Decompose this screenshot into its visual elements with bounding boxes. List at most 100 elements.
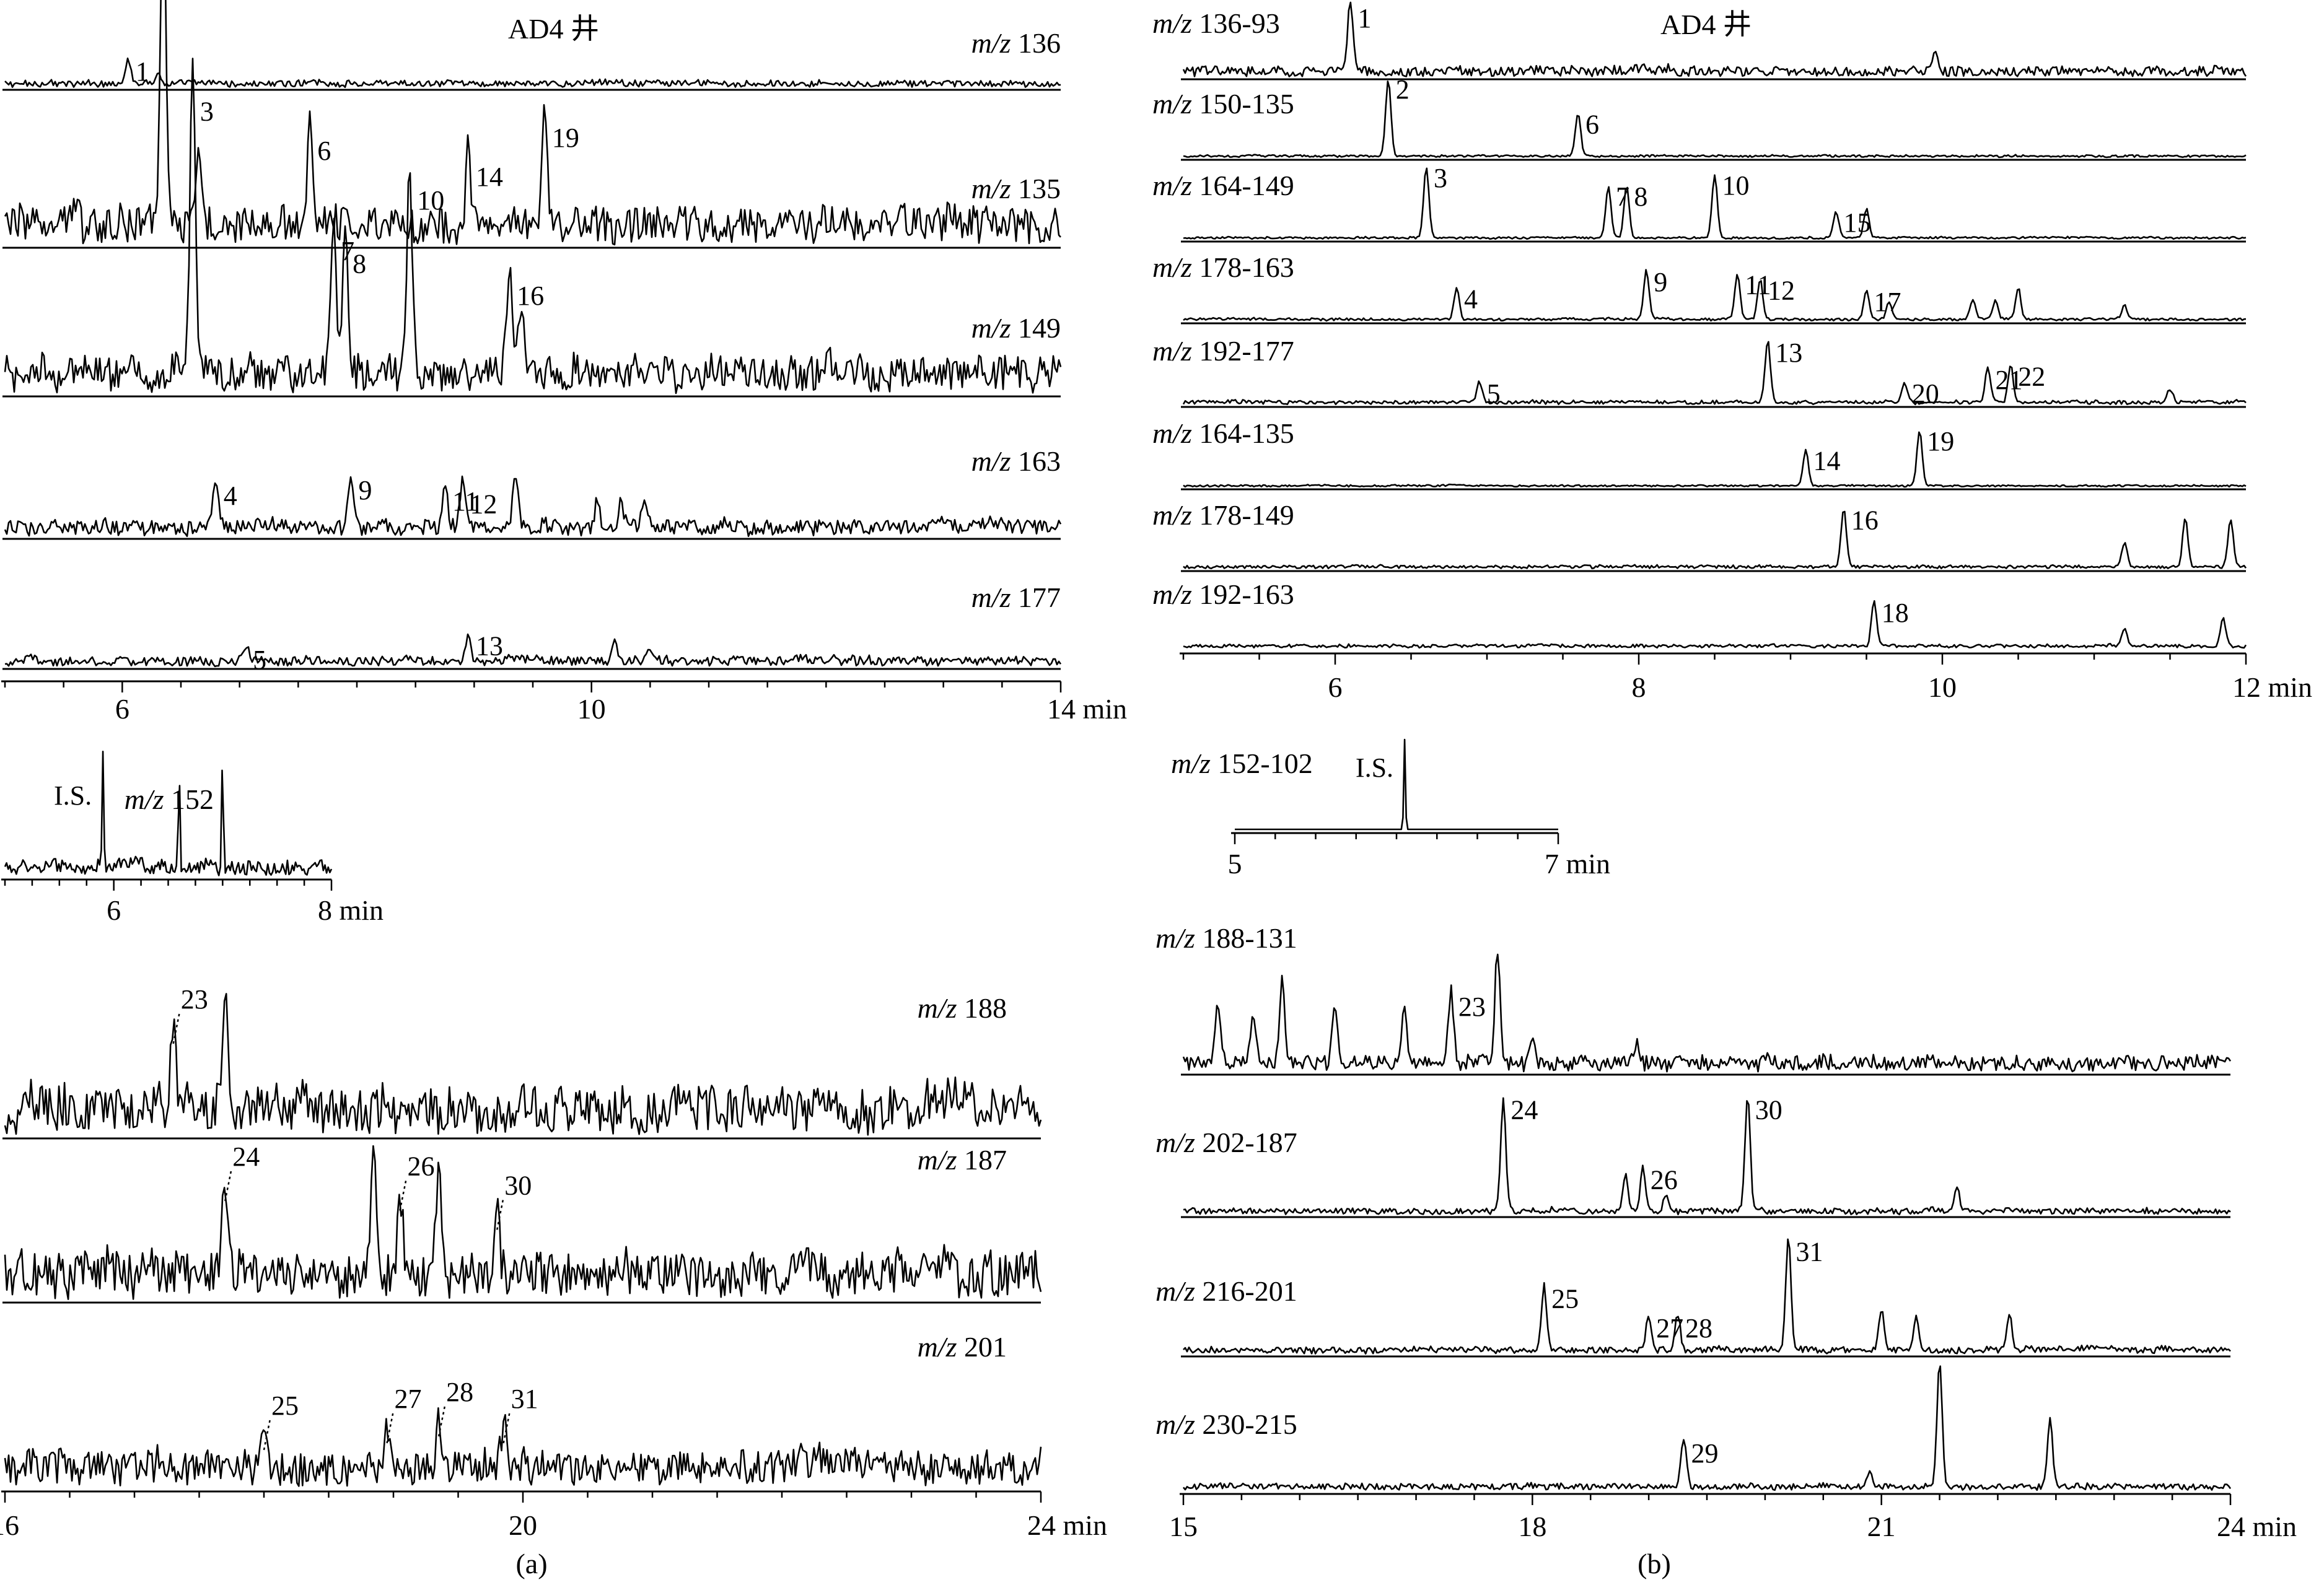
peak-label-26: 26 — [1651, 1164, 1678, 1195]
peak-label-10: 10 — [417, 185, 444, 216]
series-m-z-187: m/z 187 24 26 30 — [2, 1142, 1042, 1304]
panel-bottom-right: m/z 188-131 23 m/z 202-187 24 26 30 m/z 216-20… — [1155, 922, 2297, 1579]
x-axis: 6 8 10 12 min — [1180, 652, 2312, 703]
x-tick-label: 24 min — [2217, 1511, 2297, 1542]
series-label: m/z 136 — [971, 27, 1061, 59]
x-tick-label: 15 — [1169, 1511, 1198, 1542]
series-trace — [1182, 341, 2247, 406]
series-m-z-202-187: m/z 202-187 24 26 30 — [1155, 1095, 2231, 1218]
panel-middle-right: m/z 152-102 I.S. 5 7 min — [1171, 738, 1610, 880]
x-tick-label: 10 — [1928, 671, 1957, 703]
peak-label-24: 24 — [232, 1142, 260, 1172]
series-m-z-201: m/z 201 25 27 28 31 — [4, 1331, 1042, 1487]
panel-caption: (b) — [1638, 1548, 1671, 1579]
series-label: m/z 178-163 — [1152, 251, 1294, 283]
peak-label-30: 30 — [1755, 1095, 1782, 1125]
panel-title: AD4 井 — [1660, 9, 1752, 40]
x-tick-label: 12 min — [2232, 671, 2312, 703]
series-m-z-230-215: m/z 230-215 29 — [1155, 1365, 2232, 1491]
x-axis: 15 18 21 24 min — [1169, 1493, 2297, 1542]
panel-caption: (a) — [515, 1548, 547, 1579]
x-tick-label: 6 — [1328, 671, 1343, 703]
series-m-z-192-163: m/z 192-163 18 — [1152, 579, 2247, 649]
peak-label-12: 12 — [1768, 276, 1795, 306]
series-trace — [1183, 431, 2247, 488]
series-trace — [1183, 1097, 2231, 1216]
series-trace — [4, 633, 1062, 668]
peak-label-11: 11 — [452, 486, 478, 517]
peak-label-7: 7 — [1616, 181, 1629, 212]
series-trace — [1183, 600, 2247, 649]
series-trace — [1183, 1238, 2231, 1355]
peak-label-i-s: I.S. — [1356, 753, 1393, 783]
series-m-z-216-201: m/z 216-201 25 27 28 31 — [1155, 1237, 2231, 1358]
series-label: m/z 135 — [971, 173, 1061, 204]
peak-label-11: 11 — [1745, 269, 1771, 300]
peak-label-14: 14 — [476, 162, 503, 192]
series-trace — [1182, 1365, 2232, 1491]
peak-label-25: 25 — [271, 1391, 299, 1421]
peak-label-9: 9 — [359, 475, 372, 505]
peak-label-2: 2 — [1396, 74, 1410, 105]
series-label: m/z 177 — [971, 582, 1061, 613]
series-label: m/z 188 — [918, 992, 1007, 1024]
peak-label-23: 23 — [1458, 992, 1486, 1022]
peak-label-31: 31 — [1796, 1237, 1823, 1267]
series-trace — [1183, 81, 2247, 159]
peak-label-13: 13 — [476, 631, 503, 661]
peak-label-3: 3 — [1434, 163, 1447, 193]
x-axis: 6 10 14 min — [1, 680, 1127, 725]
series-label: m/z 202-187 — [1155, 1127, 1297, 1158]
series-label: m/z 187 — [918, 1144, 1007, 1176]
series-m-z-152: m/z 152 I.S. — [4, 751, 333, 876]
series-label: m/z 152-102 — [1171, 748, 1313, 779]
panel-title: AD4 井 — [508, 13, 599, 45]
series-label: m/z 136-93 — [1152, 7, 1280, 39]
series-m-z-178-149: m/z 178-149 16 — [1152, 499, 2247, 572]
peak-label-20: 20 — [1912, 378, 1939, 409]
x-axis: 6 8 min — [1, 878, 384, 926]
peak-label-22: 22 — [2018, 362, 2045, 392]
peak-label-31: 31 — [511, 1384, 538, 1414]
series-label: m/z 192-163 — [1152, 579, 1294, 610]
x-tick-label: 6 — [107, 894, 121, 926]
peak-label-9: 9 — [1654, 267, 1667, 297]
x-tick-label: 10 — [577, 693, 606, 725]
peak-label-1: 1 — [1358, 3, 1372, 33]
peak-label-25: 25 — [1551, 1284, 1579, 1314]
series-m-z-136-93: m/z 136-93 1 — [1152, 1, 2247, 81]
x-axis: 16 20 24 min — [0, 1490, 1107, 1541]
series-label: m/z 150-135 — [1152, 88, 1294, 120]
peak-label-16: 16 — [1851, 505, 1879, 536]
series-trace — [4, 0, 1061, 246]
peak-label-18: 18 — [1882, 598, 1909, 628]
peak-label-17: 17 — [1874, 287, 1901, 317]
series-label: m/z 152 — [125, 784, 214, 815]
series-label: m/z 230-215 — [1155, 1408, 1297, 1440]
peak-label-6: 6 — [1585, 109, 1599, 139]
peak-label-30: 30 — [504, 1171, 532, 1201]
peak-label-21: 21 — [1996, 365, 2023, 395]
peak-label-19: 19 — [1927, 426, 1954, 456]
x-tick-label: 8 min — [318, 894, 384, 926]
peak-label-5: 5 — [1487, 378, 1501, 409]
peak-label-29: 29 — [1691, 1438, 1718, 1469]
series-trace — [1183, 167, 2247, 240]
peak-label-27: 27 — [395, 1384, 422, 1414]
x-tick-label: 18 — [1518, 1511, 1546, 1542]
series-trace — [1183, 510, 2247, 570]
x-tick-label: 16 — [0, 1509, 19, 1541]
series-label: m/z 149 — [971, 312, 1061, 344]
series-trace — [4, 751, 333, 876]
series-m-z-150-135: m/z 150-135 2 6 — [1152, 74, 2247, 161]
series-m-z-164-149: m/z 164-149 3 7 8 10 15 — [1152, 163, 2247, 243]
peak-label-i-s: I.S. — [54, 780, 92, 811]
series-m-z-164-135: m/z 164-135 14 19 — [1152, 417, 2247, 491]
x-tick-label: 21 — [1867, 1511, 1896, 1542]
series-m-z-188: m/z 188 23 — [2, 984, 1042, 1140]
peak-label-26: 26 — [407, 1151, 434, 1182]
